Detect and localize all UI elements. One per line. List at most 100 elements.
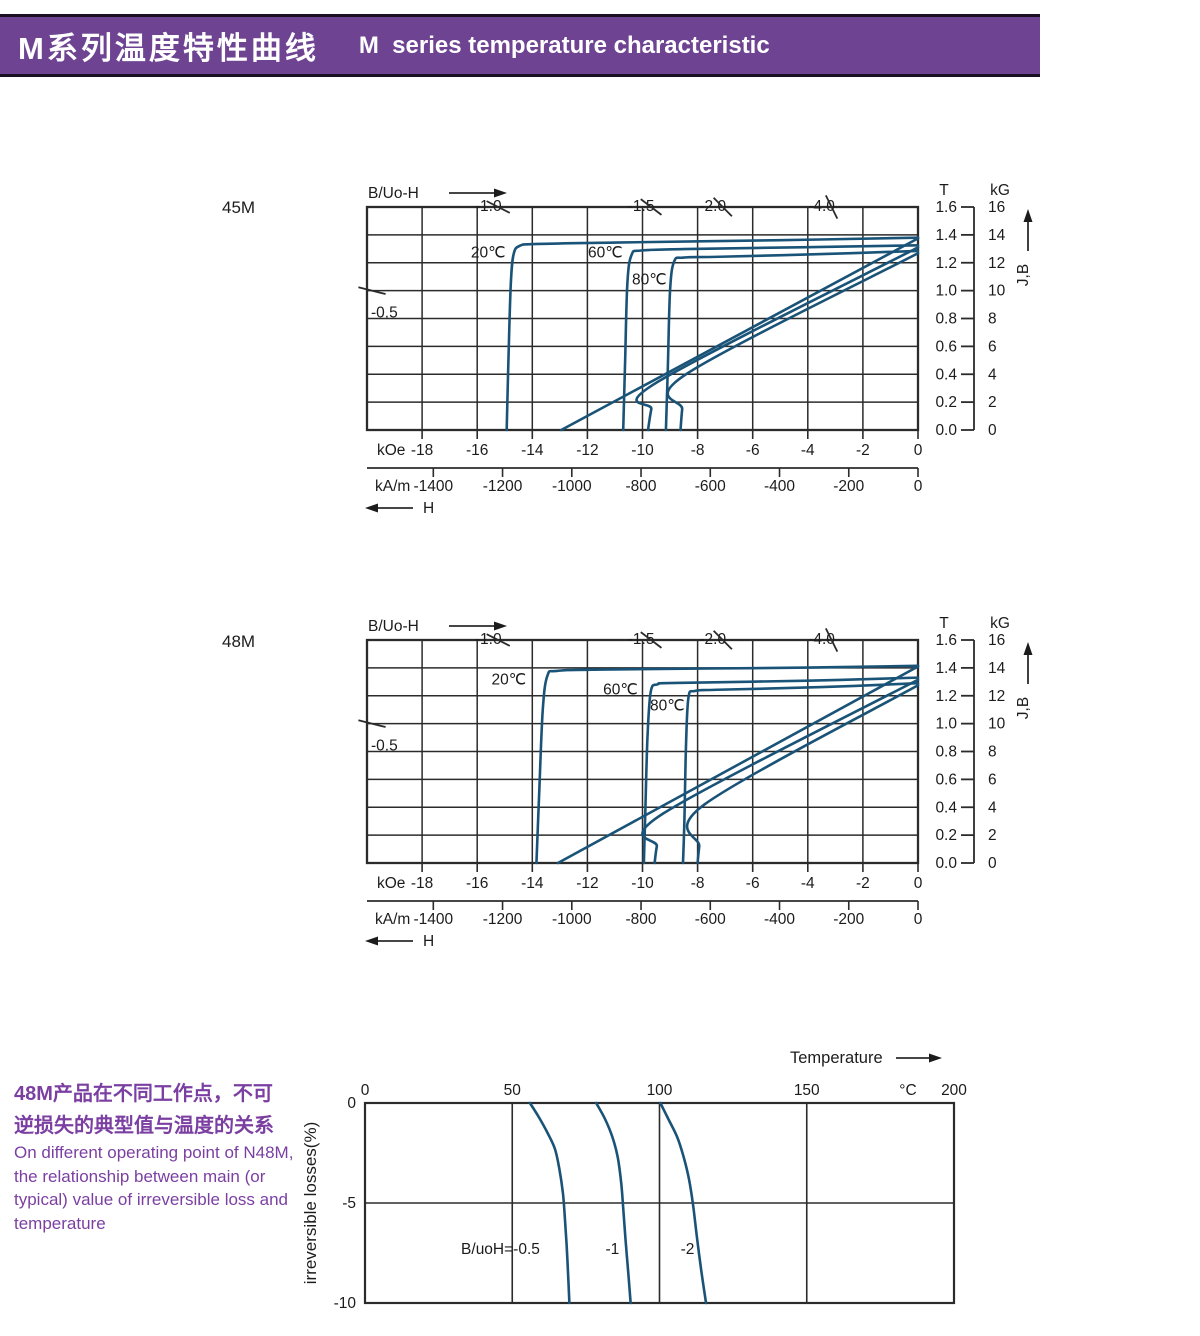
curve-temperature-label: 80℃: [650, 698, 685, 715]
x-axis-unit-kOe: kOe: [377, 442, 405, 459]
x-axis-unit-kAm: kA/m: [375, 478, 410, 495]
loss-tick-label: -5: [342, 1195, 356, 1212]
x-tick-label-kOe: 0: [914, 875, 923, 892]
curve-temperature-label: 20℃: [471, 244, 506, 261]
loss-curve-label: B/uoH=-0.5: [461, 1241, 540, 1258]
arrowhead-icon: [1023, 209, 1033, 222]
y-tick-label-tesla: 0.6: [935, 771, 957, 788]
x-tick-label-kOe: -14: [521, 875, 544, 892]
demag-curve-80℃-J: [681, 681, 920, 865]
chart-line: [486, 633, 511, 647]
side-note-zh-line: 逆损失的典型值与温度的关系: [14, 1115, 274, 1137]
x-tick-label-kAm: -200: [833, 911, 864, 928]
page-title-chinese: M系列温度特性曲线: [18, 31, 319, 66]
x-tick-label-kOe: -12: [576, 442, 598, 459]
y-tick-label-tesla: 0.8: [935, 311, 957, 328]
load-line-label: -1.5: [628, 198, 655, 215]
y-tick-label-tesla: 1.2: [935, 255, 957, 272]
curve-temperature-label: 80℃: [632, 271, 667, 288]
chart-line: [358, 719, 386, 728]
demag-curve-60℃-J: [642, 676, 920, 865]
side-note-chinese: 48M产品在不同工作点，不可 逆损失的典型值与温度的关系: [14, 1078, 344, 1142]
x-tick-label-kOe: -6: [746, 442, 760, 459]
y-tick-label-kilogauss: 12: [988, 688, 1005, 705]
y-tick-label-kilogauss: 14: [988, 660, 1006, 677]
jb-axis-label: J,B: [1015, 697, 1032, 719]
loss-tick-label: -10: [334, 1295, 357, 1312]
x-tick-label-kAm: -1000: [552, 911, 592, 928]
y-tick-label-kilogauss: 2: [988, 827, 997, 844]
x-tick-label-kOe: -8: [691, 875, 705, 892]
x-tick-label-kOe: -18: [411, 875, 433, 892]
y-tick-label-tesla: 1.0: [935, 283, 957, 300]
right-axis-header-tesla: T: [939, 615, 949, 632]
temp-tick-label: 50: [504, 1082, 522, 1099]
y-tick-label-kilogauss: 4: [988, 366, 997, 383]
page-header: M系列温度特性曲线 M series temperature character…: [0, 14, 1040, 77]
temp-tick-label: 100: [647, 1082, 673, 1099]
chart-line: [825, 627, 839, 653]
load-line-label: -2.0: [699, 198, 726, 215]
x-tick-label-kAm: -800: [626, 478, 657, 495]
load-line-label: -2.0: [699, 631, 726, 648]
demag-curve-20℃-J: [535, 664, 920, 865]
x-tick-label-kOe: -2: [856, 875, 870, 892]
side-note-en-line: temperature: [14, 1213, 106, 1233]
h-axis-arrow-label: H: [423, 500, 434, 517]
chart-line: [486, 200, 511, 214]
grade-label-48m: 48M: [222, 632, 256, 651]
x-tick-label-kAm: 0: [914, 478, 923, 495]
x-tick-label-kOe: -16: [466, 442, 488, 459]
y-tick-label-tesla: 0.2: [935, 827, 957, 844]
x-tick-label-kAm: -600: [695, 478, 726, 495]
side-note-english: On different operating point of N48M, th…: [14, 1141, 344, 1235]
y-tick-label-kilogauss: 4: [988, 799, 997, 816]
y-tick-label-tesla: 0.0: [935, 855, 957, 872]
load-line-label: -1.0: [475, 198, 502, 215]
x-tick-label-kOe: -8: [691, 442, 705, 459]
demag-curve-80℃-B: [685, 683, 920, 865]
x-tick-label-kAm: -1400: [413, 911, 453, 928]
x-tick-label-kAm: -800: [626, 911, 657, 928]
chart-line: [712, 630, 733, 650]
y-tick-label-kilogauss: 6: [988, 338, 997, 355]
y-tick-label-kilogauss: 2: [988, 394, 997, 411]
x-tick-label-kOe: -10: [631, 875, 654, 892]
x-tick-label-kAm: -400: [764, 911, 795, 928]
y-tick-label-kilogauss: 14: [988, 227, 1006, 244]
demag-chart-48m: -18 -16 -14 -12 -10 -8 -6 -4 -2 0 kOe -1400 -1200 -10…: [358, 615, 1033, 950]
x-tick-label-kOe: -12: [576, 875, 598, 892]
load-line-label: -1.5: [628, 631, 655, 648]
temp-axis-title: Temperature: [790, 1049, 883, 1067]
x-tick-label-kAm: -1400: [413, 478, 453, 495]
page-title-english: M series temperature characteristic: [358, 31, 770, 59]
arrowhead-icon: [365, 936, 378, 946]
x-tick-label-kAm: -200: [833, 478, 864, 495]
x-tick-label-kAm: 0: [914, 911, 923, 928]
x-tick-label-kOe: -4: [801, 442, 815, 459]
irreversible-loss-chart: 0 50 100 150 200 °C Temperature 0 -5 -10 irreversi…: [301, 1049, 967, 1312]
demag-chart-45m: -18 -16 -14 -12 -10 -8 -6 -4 -2 0 kOe -1400 -1200 -10…: [358, 182, 1033, 517]
arrowhead-icon: [365, 503, 378, 513]
y-tick-label-kilogauss: 10: [988, 283, 1006, 300]
right-axis-header-kilogauss: kG: [990, 615, 1010, 632]
x-tick-label-kOe: -4: [801, 875, 815, 892]
chart-line: [358, 286, 386, 295]
side-note-zh-line: 48M产品在不同工作点，不可: [14, 1083, 273, 1105]
arrowhead-icon: [494, 621, 507, 631]
demag-curve-20℃-J: [505, 236, 920, 432]
x-tick-label-kOe: -18: [411, 442, 433, 459]
demag-curve-20℃-B: [556, 665, 920, 865]
y-tick-label-kilogauss: 12: [988, 255, 1005, 272]
arrowhead-icon: [1023, 642, 1033, 655]
demag-curve-80℃-B: [666, 251, 920, 432]
y-tick-label-kilogauss: 0: [988, 422, 997, 439]
loss-tick-label: 0: [347, 1095, 356, 1112]
x-tick-label-kAm: -1000: [552, 478, 592, 495]
arrowhead-icon: [929, 1053, 942, 1063]
loss-axis-title: irreversible losses(%): [301, 1122, 320, 1284]
x-tick-label-kAm: -400: [764, 478, 795, 495]
y-tick-label-kilogauss: 16: [988, 199, 1005, 216]
